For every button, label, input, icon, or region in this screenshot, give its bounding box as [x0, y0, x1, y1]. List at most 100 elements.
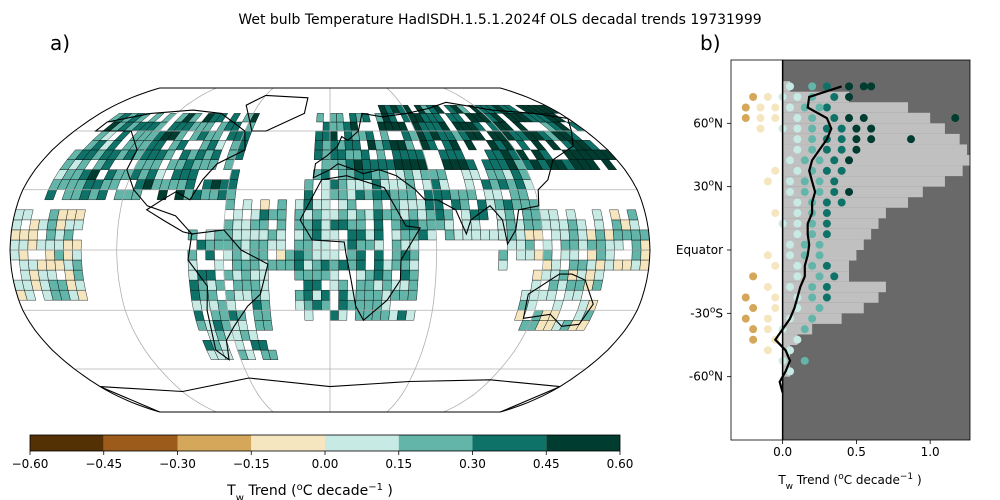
map-grid-cell — [443, 209, 454, 221]
panel-a-label: a) — [50, 31, 70, 55]
map-grid-cell — [223, 219, 234, 231]
map-grid-cell — [241, 279, 252, 291]
zonal-point — [793, 114, 802, 123]
map-grid-cell — [259, 199, 270, 210]
zonal-point — [771, 209, 780, 218]
land-fraction-bar — [782, 123, 945, 134]
zonal-point — [771, 304, 780, 313]
map-grid-cell — [322, 140, 331, 151]
map-grid-cell — [187, 113, 203, 123]
colorbar-label: Tw Trend (oC decade−1 ) — [226, 482, 393, 500]
zonal-point — [845, 114, 854, 123]
zonal-point — [741, 314, 750, 323]
map-grid-cell — [311, 259, 322, 271]
zonal-point — [822, 166, 831, 175]
map-grid-cell — [373, 219, 384, 231]
map-grid-cell — [321, 290, 331, 301]
map-grid-cell — [338, 209, 348, 221]
map-cells — [10, 105, 650, 360]
map-grid-cell — [630, 229, 641, 241]
map-grid-cell — [312, 199, 322, 210]
zonal-point — [951, 114, 960, 123]
zonal-point — [786, 177, 795, 186]
map-grid-cell — [639, 229, 650, 241]
map-grid-cell — [322, 130, 331, 141]
zonal-point — [830, 272, 839, 281]
map-grid-cell — [337, 169, 348, 180]
map-grid-cell — [640, 249, 650, 261]
map-grid-cell — [434, 209, 445, 221]
zonal-point — [793, 219, 802, 228]
map-grid-cell — [63, 259, 74, 271]
map-grid-cell — [312, 290, 322, 301]
map-grid-cell — [321, 159, 331, 170]
map-grid-cell — [312, 269, 322, 281]
map-grid-cell — [540, 219, 552, 231]
map-grid-cell — [21, 209, 34, 221]
map-grid-cell — [630, 259, 641, 271]
zonal-point — [749, 92, 758, 101]
map-grid-cell — [407, 199, 418, 210]
map-grid-cell — [515, 140, 532, 151]
zonal-point — [786, 187, 795, 196]
map-grid-cell — [581, 140, 601, 151]
map-grid-cell — [498, 249, 509, 261]
map-grid-cell — [329, 130, 338, 141]
map-grid-cell — [224, 290, 236, 301]
map-grid-cell — [251, 300, 262, 311]
map-grid-cell — [612, 259, 624, 271]
map-grid-cell — [502, 105, 523, 114]
map-grid-cell — [294, 219, 304, 231]
map-grid-cell — [232, 259, 242, 271]
map-grid-cell — [312, 279, 322, 291]
map-grid-cell — [600, 159, 618, 170]
map-grid-cell — [294, 249, 304, 261]
land-fraction-bar — [782, 155, 970, 166]
map-grid-cell — [373, 269, 384, 281]
zonal-point — [771, 114, 780, 123]
map-grid-cell — [343, 121, 352, 132]
map-grid-cell — [356, 269, 366, 281]
map-grid-cell — [373, 229, 384, 241]
map-grid-cell — [329, 209, 340, 221]
map-grid-cell — [249, 259, 260, 271]
map-grid-cell — [19, 259, 30, 271]
map-grid-cell — [363, 189, 374, 200]
map-grid-cell — [240, 259, 251, 271]
map-grid-cell — [416, 199, 427, 210]
land-fraction-bar — [782, 207, 886, 219]
land-fraction-bar — [782, 334, 798, 345]
colorbar: −0.60 −0.45 −0.30 −0.15 0.00 0.15 0.30 0.45 0.60 — [12, 434, 633, 471]
map-grid-cell — [381, 290, 392, 301]
zonal-point — [793, 92, 802, 101]
map-grid-cell — [329, 259, 340, 271]
map-grid-cell — [294, 290, 305, 301]
colorbar-segment — [177, 435, 252, 451]
map-grid-cell — [338, 259, 349, 271]
map-grid-cell — [303, 259, 313, 271]
map-grid-cell — [336, 121, 345, 132]
map-grid-cell — [71, 249, 82, 261]
map-grid-cell — [36, 259, 48, 271]
map-grid-cell — [388, 179, 399, 190]
colorbar-tick-label: 0.15 — [385, 457, 412, 471]
zonal-point — [793, 124, 802, 133]
map-grid-cell — [329, 310, 339, 321]
map-grid-cell — [250, 279, 261, 291]
map-grid-cell — [44, 189, 58, 200]
zonal-point — [822, 145, 831, 154]
map-grid-cell — [591, 279, 604, 291]
map-grid-cell — [548, 209, 560, 221]
map-grid-cell — [303, 249, 313, 261]
map-grid-cell — [390, 290, 401, 301]
map-grid-cell — [223, 249, 233, 261]
map-grid-cell — [36, 239, 47, 251]
map-grid-cell — [250, 219, 260, 231]
map-grid-cell — [407, 290, 418, 301]
zonal-xtick-label: 0.5 — [847, 445, 866, 459]
map-grid-cell — [408, 219, 419, 231]
map-grid-cell — [232, 209, 243, 221]
zonal-point — [786, 282, 795, 291]
map-grid-cell — [550, 229, 562, 241]
map-grid-cell — [640, 239, 650, 251]
